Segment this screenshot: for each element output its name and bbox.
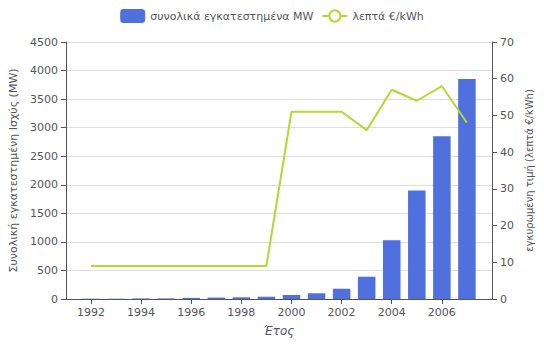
svg-text:συνολικά εγκατεστημένα MW: συνολικά εγκατεστημένα MW — [150, 10, 313, 23]
svg-text:0: 0 — [51, 293, 58, 306]
svg-text:2002: 2002 — [328, 306, 356, 319]
svg-text:20: 20 — [500, 219, 514, 232]
svg-text:εγκυρωμένη τιμή (λεπτά €/kWh): εγκυρωμένη τιμή (λεπτά €/kWh) — [524, 89, 535, 252]
svg-text:4000: 4000 — [30, 64, 58, 77]
svg-text:2000: 2000 — [30, 178, 58, 191]
svg-text:1996: 1996 — [177, 306, 205, 319]
svg-text:40: 40 — [500, 146, 514, 159]
svg-text:3500: 3500 — [30, 93, 58, 106]
svg-text:2000: 2000 — [277, 306, 305, 319]
svg-text:0: 0 — [500, 293, 507, 306]
svg-text:Συνολική εγκατεστημένη Ισχύς (: Συνολική εγκατεστημένη Ισχύς (MW) — [7, 68, 20, 272]
svg-text:1000: 1000 — [30, 235, 58, 248]
svg-text:500: 500 — [37, 264, 58, 277]
svg-text:2004: 2004 — [378, 306, 406, 319]
svg-text:10: 10 — [500, 256, 514, 269]
svg-text:70: 70 — [500, 36, 514, 49]
svg-text:1994: 1994 — [127, 306, 155, 319]
svg-text:60: 60 — [500, 72, 514, 85]
svg-text:1992: 1992 — [77, 306, 105, 319]
svg-text:50: 50 — [500, 109, 514, 122]
svg-text:1500: 1500 — [30, 207, 58, 220]
svg-text:2006: 2006 — [428, 306, 456, 319]
svg-text:4500: 4500 — [30, 36, 58, 49]
svg-text:Έτος: Έτος — [264, 324, 295, 338]
svg-text:λεπτά €/kWh: λεπτά €/kWh — [352, 10, 423, 23]
svg-text:2500: 2500 — [30, 150, 58, 163]
svg-text:1998: 1998 — [227, 306, 255, 319]
svg-text:30: 30 — [500, 182, 514, 195]
svg-text:3000: 3000 — [30, 121, 58, 134]
